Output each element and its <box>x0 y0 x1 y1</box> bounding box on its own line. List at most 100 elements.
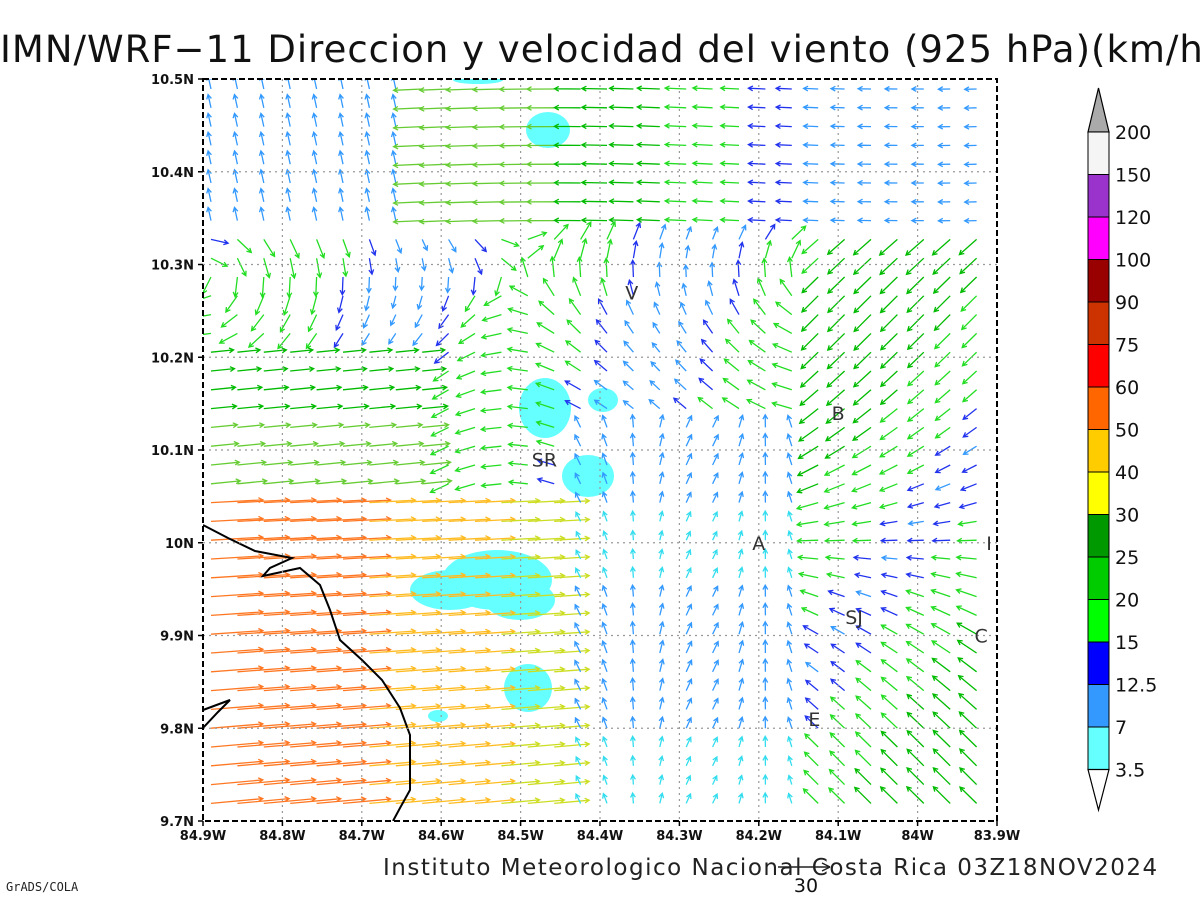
wind-vector <box>506 403 528 410</box>
wind-vector <box>232 187 239 202</box>
wind-vector <box>554 647 591 654</box>
wind-vector <box>210 257 229 268</box>
wind-vector <box>934 464 951 474</box>
colorbar-segment <box>1087 174 1110 218</box>
wind-vector <box>206 149 212 165</box>
wind-vector <box>237 777 291 786</box>
wind-vector <box>681 282 688 296</box>
wind-vector <box>910 123 924 130</box>
wind-vector <box>802 198 819 205</box>
wind-vector <box>906 389 925 405</box>
wind-vector <box>335 314 344 332</box>
wind-vector <box>905 675 925 692</box>
wind-vector <box>905 623 925 635</box>
wind-vector <box>311 187 318 202</box>
wind-vector <box>282 295 291 317</box>
wind-vector <box>430 408 449 419</box>
wind-vector <box>263 366 289 373</box>
wind-vector <box>418 87 449 93</box>
wind-vector <box>553 198 581 205</box>
wind-vector <box>534 362 555 372</box>
wind-vector <box>852 370 872 388</box>
city-labels: V SR B A SJ C E I <box>532 282 992 731</box>
wind-vector <box>771 401 792 410</box>
wind-vector <box>698 377 714 391</box>
wind-vector <box>388 333 397 345</box>
wind-vector <box>455 370 476 380</box>
wind-vector <box>738 602 745 616</box>
wind-vector <box>852 408 872 424</box>
wind-vector <box>285 149 292 165</box>
wind-vector <box>602 792 608 804</box>
wind-vector <box>880 676 898 692</box>
wind-vector <box>802 217 819 224</box>
wind-vector <box>498 180 528 187</box>
wind-vector <box>263 422 292 429</box>
wind-vector <box>930 605 951 616</box>
wind-vector <box>879 295 898 314</box>
wind-vector <box>685 414 693 428</box>
lat-lon-grid <box>203 79 997 821</box>
wind-vector <box>658 413 665 428</box>
wind-vector <box>959 786 978 804</box>
wind-vector <box>395 384 422 391</box>
wind-vector <box>829 123 845 130</box>
wind-vector <box>774 217 792 224</box>
wind-vector <box>285 130 292 146</box>
wind-vector <box>606 220 616 240</box>
wind-vector <box>658 639 665 654</box>
wind-vector <box>525 142 555 149</box>
wind-vector <box>635 122 660 129</box>
wind-vector <box>498 123 528 130</box>
wind-vector <box>574 566 582 579</box>
wind-vector <box>508 285 529 297</box>
wind-vector <box>395 366 421 373</box>
wind-vector <box>311 112 318 127</box>
wind-vector <box>879 276 898 295</box>
wind-vector <box>285 112 292 127</box>
wind-vector <box>553 161 581 167</box>
wind-vector <box>289 258 297 280</box>
wind-vector <box>290 758 343 767</box>
wind-vector <box>712 774 718 785</box>
wind-vector <box>210 459 241 466</box>
wind-vector <box>342 366 368 373</box>
wind-vector <box>501 797 541 805</box>
wind-vector <box>883 123 898 130</box>
wind-vector <box>311 168 318 184</box>
wind-vector <box>632 221 642 240</box>
wind-vector <box>962 426 977 438</box>
wind-vector <box>963 142 977 149</box>
wind-vector <box>338 149 344 165</box>
wind-vector <box>801 238 819 255</box>
wind-vector <box>474 257 483 276</box>
wind-vector <box>879 520 898 527</box>
wind-vector <box>825 389 846 407</box>
wind-vector <box>850 501 872 510</box>
wind-vector <box>237 422 266 429</box>
wind-vector <box>608 123 634 129</box>
wind-vector <box>798 408 819 425</box>
wind-vector <box>685 736 692 748</box>
wind-vector <box>392 199 423 206</box>
city-label: A <box>752 533 765 555</box>
wind-vector <box>392 162 423 169</box>
wind-vector <box>854 767 872 786</box>
wind-vector <box>369 422 398 429</box>
wind-vector <box>549 255 556 278</box>
wind-vector <box>361 333 370 347</box>
wind-vector <box>762 639 769 654</box>
wind-vector <box>856 104 872 111</box>
wind-vector <box>263 403 291 410</box>
wind-vector <box>369 796 417 805</box>
wind-vector <box>719 160 740 167</box>
wind-vector <box>342 239 351 259</box>
wind-vector <box>774 179 792 186</box>
wind-vector <box>802 179 819 186</box>
software-credit: GrADS/COLA <box>6 880 79 894</box>
wind-vector <box>738 621 745 635</box>
wind-vector <box>764 239 773 259</box>
wind-vector <box>574 603 582 616</box>
wind-vector <box>738 452 745 466</box>
wind-vector <box>311 130 318 146</box>
